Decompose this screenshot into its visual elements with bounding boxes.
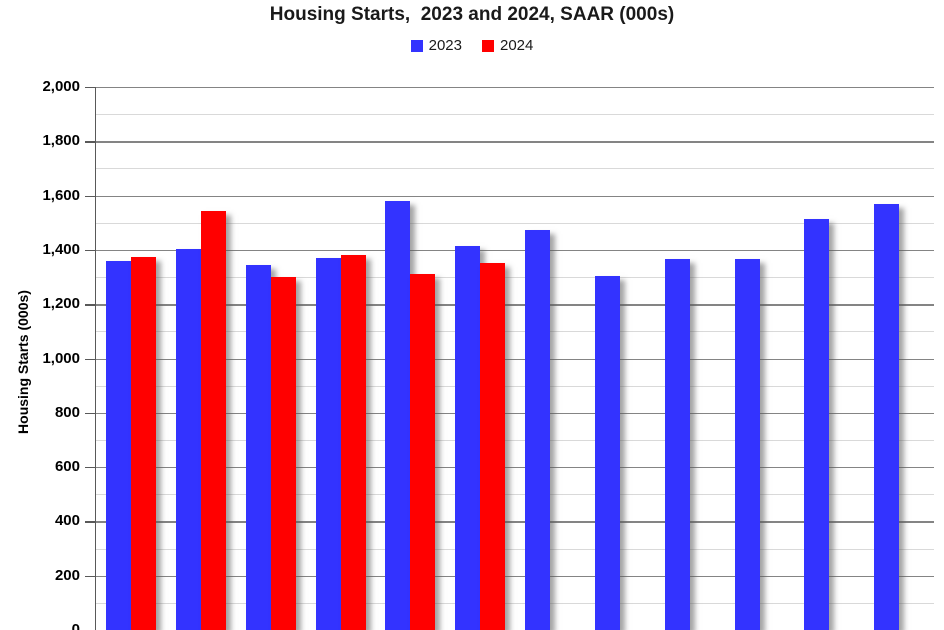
bar-2023-group-5 <box>385 201 411 630</box>
bar-2023-group-6 <box>455 245 481 630</box>
bar-2023-group-10 <box>734 258 760 630</box>
gridline-minor <box>96 331 934 333</box>
y-axis-tick <box>85 412 96 415</box>
bar-2023-group-1 <box>106 260 131 630</box>
legend-item-2024: 2024 <box>482 37 533 54</box>
bar-2024-group-3 <box>270 277 296 630</box>
gridline-major <box>96 249 934 252</box>
bar-group-3 <box>236 87 306 630</box>
gridline-minor <box>96 385 934 387</box>
bar-group-5 <box>375 87 445 630</box>
gridline-major <box>96 467 934 469</box>
gridline-minor <box>96 548 934 550</box>
plot-area <box>85 87 934 630</box>
bar-group-4 <box>306 87 376 630</box>
bar-group-12 <box>864 87 934 630</box>
bar-group-10 <box>725 87 795 630</box>
bar-group-2 <box>166 87 236 630</box>
y-axis-tick <box>85 575 96 578</box>
gridline-minor <box>96 222 934 224</box>
bar-group-6 <box>445 87 515 630</box>
legend-label: 2023 <box>428 37 462 54</box>
y-tick-label: 0 <box>71 621 80 630</box>
bar-2023-group-2 <box>175 248 201 630</box>
legend-item-2023: 2023 <box>410 37 462 54</box>
bar-2023-group-12 <box>874 204 900 630</box>
bar-group-11 <box>794 87 864 630</box>
y-tick-label: 1,800 <box>42 132 80 150</box>
y-tick-label: 400 <box>54 512 80 530</box>
y-tick-label: 200 <box>54 566 80 584</box>
gridline-minor <box>96 494 934 496</box>
y-axis-tick <box>85 304 96 306</box>
gridline-major <box>96 87 934 89</box>
gridline-major <box>96 141 934 143</box>
bar-2023-group-9 <box>664 259 690 630</box>
chart-title: Housing Starts, 2023 and 2024, SAAR (000… <box>269 4 675 25</box>
y-axis-tick <box>85 358 96 360</box>
bar-2024-group-4 <box>340 255 366 630</box>
y-axis-tick-labels: 2,000 1,800 1,600 1,400 1,200 1,000 800 600 400 2… <box>0 0 80 630</box>
y-tick-label: 2,000 <box>42 78 80 95</box>
bar-2024-group-2 <box>200 210 226 630</box>
y-axis-tick <box>85 521 96 523</box>
y-tick-label: 1,200 <box>42 295 80 313</box>
y-axis-tick <box>85 87 96 89</box>
y-tick-label: 800 <box>54 403 80 421</box>
gridline-minor <box>96 602 934 604</box>
bar-2024-group-1 <box>131 256 156 630</box>
gridline-minor <box>96 277 934 279</box>
bar-2023-group-7 <box>525 229 550 630</box>
gridline-minor <box>96 168 934 170</box>
gridline-minor <box>96 439 934 441</box>
y-axis-tick <box>85 195 96 197</box>
bar-2023-group-11 <box>804 218 830 630</box>
bar-2024-group-5 <box>410 273 436 630</box>
legend: 2023 2024 <box>0 37 944 54</box>
legend-swatch-icon <box>482 39 494 52</box>
gridline-major <box>96 358 934 360</box>
gridline-major <box>96 521 934 523</box>
y-axis-tick <box>85 249 96 252</box>
gridline-major <box>96 575 934 578</box>
bar-2023-group-8 <box>594 275 620 630</box>
gridline-major <box>96 195 934 197</box>
bar-2024-group-6 <box>480 262 506 630</box>
y-tick-label: 1,000 <box>42 349 80 367</box>
bar-2023-group-3 <box>245 264 271 630</box>
bar-group-8 <box>585 87 655 630</box>
bar-group-9 <box>655 87 725 630</box>
bar-group-7 <box>515 87 585 630</box>
legend-swatch-icon <box>410 39 423 52</box>
y-tick-label: 600 <box>54 458 80 476</box>
y-axis-tick <box>85 141 96 143</box>
bar-group-1 <box>96 87 166 630</box>
gridline-major <box>96 412 934 415</box>
y-axis-tick <box>85 467 96 469</box>
y-tick-label: 1,400 <box>42 240 80 258</box>
gridline-major <box>96 304 934 306</box>
y-tick-label: 1,600 <box>42 186 80 204</box>
legend-label: 2024 <box>500 37 534 54</box>
gridline-minor <box>96 114 934 116</box>
bar-2023-group-4 <box>315 258 341 630</box>
